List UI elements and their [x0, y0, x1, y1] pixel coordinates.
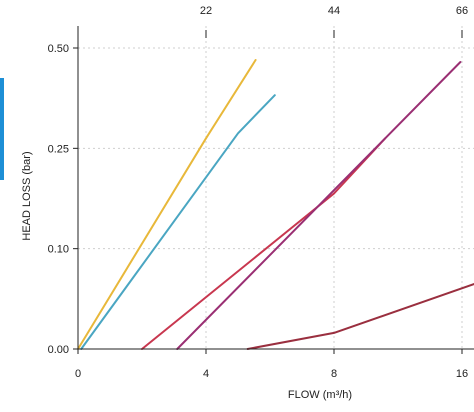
series-line-3 — [141, 137, 387, 350]
tick-labels: 0 4 8 16 22 44 66 0.00 0.10 0.25 0.50 — [48, 5, 469, 380]
top-tick-label: 22 — [200, 5, 212, 17]
side-strip-accent — [0, 78, 4, 180]
y-tick-label: 0.10 — [48, 244, 69, 256]
x-tick-label: 8 — [331, 368, 337, 380]
x-tick-label: 0 — [75, 368, 81, 380]
x-axis-title: FLOW (m³/h) — [288, 389, 352, 401]
x-tick-label: 4 — [203, 368, 209, 380]
series-line-2 — [80, 94, 276, 350]
x-tick-label: 16 — [456, 368, 468, 380]
series-layer — [77, 59, 474, 350]
axes — [77, 26, 474, 350]
series-line-5 — [246, 283, 474, 350]
top-tick-label: 44 — [328, 5, 340, 17]
grid-lines — [78, 26, 474, 349]
y-tick-label: 0.50 — [48, 43, 69, 55]
series-line-4 — [176, 61, 462, 350]
top-tick-label: 66 — [456, 5, 468, 17]
y-tick-label: 0.25 — [48, 143, 69, 155]
ticks — [73, 30, 463, 354]
y-tick-label: 0.00 — [48, 344, 69, 356]
series-line-1 — [77, 59, 257, 350]
y-axis-title: HEAD LOSS (bar) — [21, 151, 33, 240]
